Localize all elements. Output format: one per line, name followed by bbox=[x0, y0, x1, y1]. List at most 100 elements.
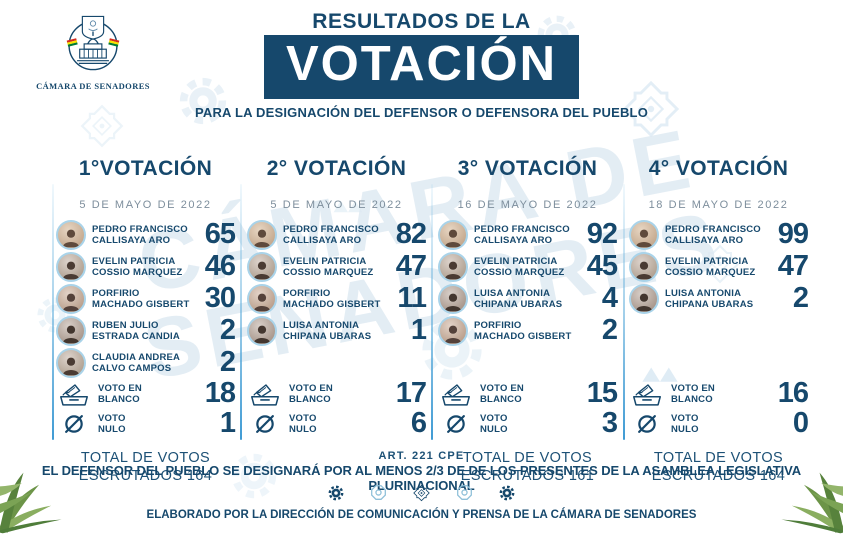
candidate-name: PEDRO FRANCISCO CALLISAYA ARO bbox=[283, 223, 379, 246]
column-divider bbox=[240, 184, 242, 440]
page-title: VOTACIÓN bbox=[264, 35, 579, 99]
null-vote-label: VOTO NULO bbox=[289, 412, 317, 435]
candidate-list: PEDRO FRANCISCO CALLISAYA ARO 92 EVELIN P… bbox=[438, 218, 618, 379]
candidate-photo bbox=[56, 315, 86, 346]
chakana-ornament-icon bbox=[413, 482, 430, 509]
vote-count: 2 bbox=[792, 282, 809, 315]
column-divider bbox=[52, 184, 54, 440]
round-date: 18 DE MAYO DE 2022 bbox=[648, 198, 789, 211]
candidate-row: PEDRO FRANCISCO CALLISAYA ARO 82 bbox=[247, 218, 427, 251]
octagon-ornament-icon bbox=[370, 484, 387, 506]
candidate-row: EVELIN PATRICIA COSSIO MARQUEZ 47 bbox=[629, 250, 809, 283]
candidate-name: LUISA ANTONIA CHIPANA UBARAS bbox=[283, 319, 372, 342]
column-divider bbox=[623, 184, 625, 440]
vote-count: 47 bbox=[777, 250, 809, 283]
candidate-photo bbox=[56, 347, 86, 378]
candidate-name: PORFIRIO MACHADO GISBERT bbox=[474, 319, 572, 342]
header-subtitle: PARA LA DESIGNACIÓN DEL DEFENSOR O DEFEN… bbox=[194, 105, 649, 120]
null-vote-icon bbox=[247, 412, 283, 436]
round-column-1: 1°VOTACIÓN 5 DE MAYO DE 2022 PEDRO FRANC… bbox=[56, 140, 236, 485]
null-vote-label: VOTO NULO bbox=[480, 412, 508, 435]
candidate-photo bbox=[247, 219, 277, 250]
candidate-photo bbox=[56, 219, 86, 250]
candidate-name: LUISA ANTONIA CHIPANA UBARAS bbox=[474, 287, 563, 310]
candidate-photo bbox=[438, 315, 468, 346]
candidate-photo bbox=[247, 283, 277, 314]
candidate-photo bbox=[247, 251, 277, 282]
vote-count: 46 bbox=[204, 250, 236, 283]
null-vote-count: 6 bbox=[410, 407, 427, 440]
round-title: 3° VOTACIÓN bbox=[457, 157, 598, 181]
senate-logo: CÁMARA DE SENADORES bbox=[34, 12, 152, 91]
candidate-name: PORFIRIO MACHADO GISBERT bbox=[92, 287, 190, 310]
candidate-row: LUISA ANTONIA CHIPANA UBARAS 2 bbox=[629, 282, 809, 315]
header-kicker: RESULTADOS DE LA bbox=[312, 10, 531, 33]
vote-count: 45 bbox=[586, 250, 618, 283]
blank-vote-count: 17 bbox=[395, 377, 427, 410]
ballot-box-icon bbox=[629, 381, 665, 406]
vote-count: 2 bbox=[219, 314, 236, 347]
total-votes: TOTAL DE VOTOS ESCRUTADOS 164 bbox=[78, 449, 213, 484]
blank-vote-label: VOTO EN BLANCO bbox=[289, 382, 333, 405]
candidate-name: PEDRO FRANCISCO CALLISAYA ARO bbox=[665, 223, 761, 246]
candidate-photo bbox=[247, 315, 277, 346]
round-date: 16 DE MAYO DE 2022 bbox=[457, 198, 598, 211]
round-date: 5 DE MAYO DE 2022 bbox=[79, 198, 212, 211]
round-title: 4° VOTACIÓN bbox=[648, 157, 789, 181]
senate-emblem-icon bbox=[66, 15, 120, 71]
candidate-photo bbox=[438, 251, 468, 282]
vote-count: 47 bbox=[395, 250, 427, 283]
candidate-row: EVELIN PATRICIA COSSIO MARQUEZ 47 bbox=[247, 250, 427, 283]
gear-ornament-icon bbox=[499, 485, 515, 506]
blank-vote-row: VOTO EN BLANCO 18 bbox=[56, 377, 236, 409]
candidate-photo bbox=[56, 251, 86, 282]
senate-logo-label: CÁMARA DE SENADORES bbox=[36, 81, 150, 91]
round-title: 1°VOTACIÓN bbox=[78, 157, 213, 181]
candidate-row: PORFIRIO MACHADO GISBERT 30 bbox=[56, 282, 236, 315]
total-votes: TOTAL DE VOTOS ESCRUTADOS 161 bbox=[460, 449, 595, 484]
candidate-row: LUISA ANTONIA CHIPANA UBARAS 4 bbox=[438, 282, 618, 315]
candidate-name: EVELIN PATRICIA COSSIO MARQUEZ bbox=[92, 255, 183, 278]
blank-vote-count: 16 bbox=[777, 377, 809, 410]
null-vote-icon bbox=[629, 412, 665, 436]
round-column-2: 2° VOTACIÓN 5 DE MAYO DE 2022 PEDRO FRAN… bbox=[247, 140, 427, 485]
candidate-photo bbox=[629, 283, 659, 314]
candidate-name: PORFIRIO MACHADO GISBERT bbox=[283, 287, 381, 310]
candidate-photo bbox=[629, 219, 659, 250]
null-vote-count: 3 bbox=[601, 407, 618, 440]
candidate-list: PEDRO FRANCISCO CALLISAYA ARO 65 EVELIN P… bbox=[56, 218, 236, 379]
null-vote-row: VOTO NULO 3 bbox=[438, 407, 618, 440]
blank-vote-label: VOTO EN BLANCO bbox=[98, 382, 142, 405]
null-vote-label: VOTO NULO bbox=[98, 412, 126, 435]
candidate-list: PEDRO FRANCISCO CALLISAYA ARO 99 EVELIN P… bbox=[629, 218, 809, 379]
candidate-photo bbox=[56, 283, 86, 314]
vote-count: 2 bbox=[601, 314, 618, 347]
blank-vote-count: 15 bbox=[586, 377, 618, 410]
candidate-name: EVELIN PATRICIA COSSIO MARQUEZ bbox=[474, 255, 565, 278]
vote-count: 30 bbox=[204, 282, 236, 315]
blank-vote-row: VOTO EN BLANCO 17 bbox=[247, 377, 427, 410]
octagon-ornament-icon bbox=[456, 484, 473, 506]
candidate-row: PORFIRIO MACHADO GISBERT 2 bbox=[438, 314, 618, 347]
vote-count: 2 bbox=[219, 346, 236, 379]
blank-vote-row: VOTO EN BLANCO 15 bbox=[438, 377, 618, 410]
null-vote-row: VOTO NULO 0 bbox=[629, 407, 809, 440]
candidate-row: EVELIN PATRICIA COSSIO MARQUEZ 46 bbox=[56, 250, 236, 283]
article-reference: ART. 221 CPE bbox=[378, 450, 465, 462]
candidate-photo bbox=[629, 251, 659, 282]
ballot-box-icon bbox=[438, 381, 474, 406]
vote-count: 1 bbox=[410, 314, 427, 347]
round-date: 5 DE MAYO DE 2022 bbox=[270, 198, 403, 211]
null-vote-count: 0 bbox=[792, 407, 809, 440]
vote-count: 99 bbox=[777, 218, 809, 251]
null-vote-row: VOTO NULO 1 bbox=[56, 407, 236, 439]
ballot-box-icon bbox=[247, 381, 283, 406]
candidate-row: CLAUDIA ANDREA CALVO CAMPOS 2 bbox=[56, 346, 236, 379]
candidate-name: PEDRO FRANCISCO CALLISAYA ARO bbox=[92, 223, 188, 246]
vote-count: 4 bbox=[601, 282, 618, 315]
vote-count: 92 bbox=[586, 218, 618, 251]
ballot-box-icon bbox=[56, 381, 92, 406]
null-vote-icon bbox=[438, 412, 474, 436]
vote-count: 11 bbox=[397, 282, 427, 315]
candidate-name: RUBEN JULIO ESTRADA CANDIA bbox=[92, 319, 180, 342]
